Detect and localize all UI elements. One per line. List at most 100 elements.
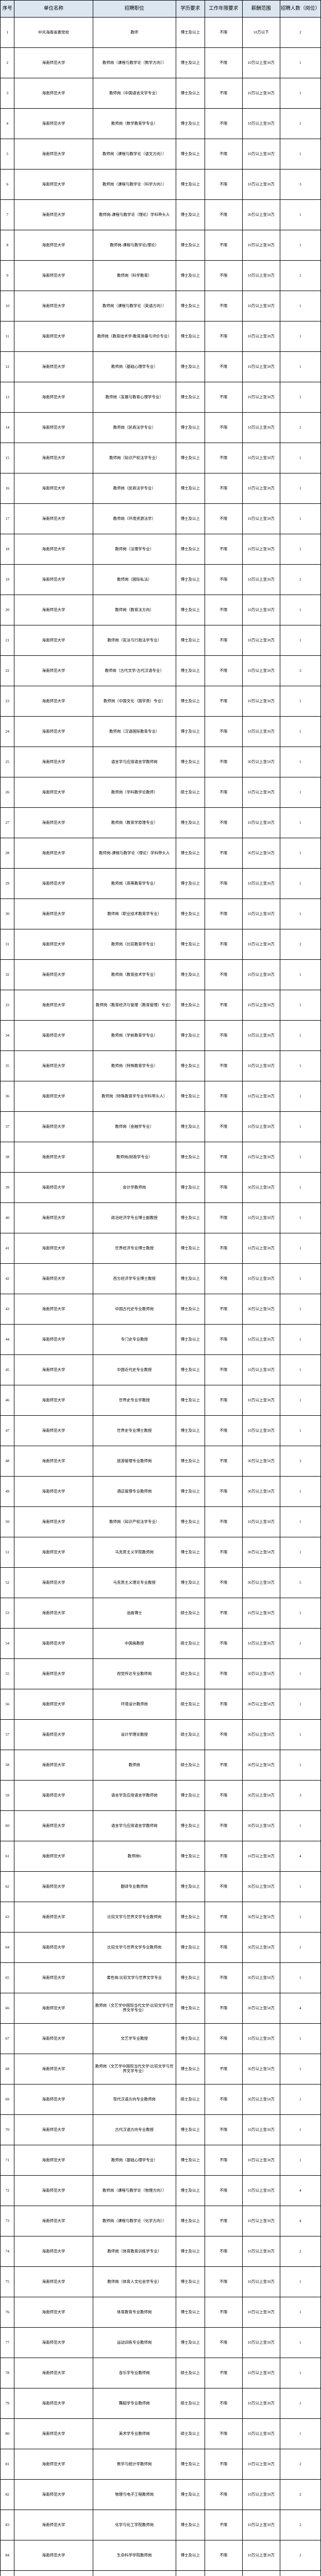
cell-unit: 海南师范大学 — [14, 230, 93, 261]
cell-education: 博士及以上 — [175, 1567, 205, 1598]
cell-unit: 海南师范大学 — [14, 625, 93, 656]
table-row: 79 海南师范大学 舞蹈学专业教师岗 硕士及以上 不限 10万以上至30万 1 — [0, 2388, 321, 2419]
cell-education: 博士及以上 — [175, 443, 205, 473]
cell-education: 博士及以上 — [175, 139, 205, 170]
cell-salary: 10万以上至30万 — [242, 1506, 280, 1537]
cell-experience: 不限 — [204, 655, 243, 686]
cell-headcount: 3 — [279, 655, 321, 686]
cell-experience: 不限 — [204, 443, 243, 473]
cell-experience: 不限 — [204, 2540, 243, 2571]
table-row: 58 海南师范大学 教师岗 硕士及以上 不限 30万以上至50万 1 — [0, 1750, 321, 1781]
table-row: 13 海南师范大学 教师岗（发展与教育心理学专业） 博士及以上 不限 10万以上至30万 1 — [0, 382, 321, 413]
cell-position: 教师岗（法理学专业） — [92, 534, 176, 565]
cell-education: 博士及以上 — [175, 291, 205, 321]
cell-salary: 30万以上至50万 — [242, 199, 280, 230]
cell-no: 56 — [0, 1689, 15, 1720]
cell-experience: 不限 — [204, 1871, 243, 1902]
cell-position: 教师岗(财政学专业） — [92, 1142, 176, 1173]
column-header-headcount: 招聘人数（岗位） — [279, 0, 321, 18]
cell-experience: 不限 — [204, 78, 243, 109]
cell-unit: 海南师范大学 — [14, 777, 93, 808]
cell-salary: 10万以上至30万 — [242, 1324, 280, 1355]
cell-no: 78 — [0, 2358, 15, 2388]
cell-no: 36 — [0, 1081, 15, 1112]
cell-experience: 不限 — [204, 1081, 243, 1112]
cell-unit: 海南师范大学 — [14, 1202, 93, 1233]
cell-position: 教师岗-课程与教学论（理论）学科带头人 — [92, 838, 176, 869]
cell-experience: 不限 — [204, 2479, 243, 2510]
cell-education: 硕士及以上 — [175, 1598, 205, 1629]
cell-no: 58 — [0, 1750, 15, 1781]
cell-experience: 不限 — [204, 899, 243, 929]
cell-no: 41 — [0, 1233, 15, 1264]
cell-position: 教师岗（课程与教学论（英语方向）） — [92, 291, 176, 321]
table-row: 44 海南师范大学 专门史专业教授 博士及以上 不限 10万以上至30万 1 — [0, 1324, 321, 1355]
cell-headcount: 1 — [279, 230, 321, 261]
cell-position: 教师岗-课程与教学论(理论） — [92, 230, 176, 261]
cell-position: 教师岗 — [92, 1750, 176, 1781]
cell-position: 教师岗（金融学专业） — [92, 1111, 176, 1142]
cell-no: 70 — [0, 2114, 15, 2145]
cell-salary: 10万以上至30万 — [242, 230, 280, 261]
cell-experience: 不限 — [204, 2510, 243, 2540]
cell-education: 硕士及以上 — [175, 2388, 205, 2419]
cell-education: 博士及以上 — [175, 959, 205, 990]
cell-headcount: 1 — [279, 1658, 321, 1689]
cell-education: 博士及以上 — [175, 1415, 205, 1446]
cell-salary: 10万以上至30万 — [242, 2297, 280, 2328]
cell-headcount: 1 — [279, 351, 321, 382]
cell-unit: 海南师范大学 — [14, 1020, 93, 1051]
cell-education: 博士及以上 — [175, 17, 205, 48]
cell-experience: 不限 — [204, 1172, 243, 1203]
table-row: 4 海南师范大学 教师岗（数学教育学专业） 博士及以上 不限 10万以上至30万 1 — [0, 108, 321, 139]
cell-salary: 10万以上至30万 — [242, 2449, 280, 2480]
cell-salary: 30万以上至50万 — [242, 1902, 280, 1933]
cell-unit: 海南师范大学 — [14, 1446, 93, 1477]
cell-headcount: 1 — [279, 2266, 321, 2297]
table-row: 24 海南师范大学 教师岗（汉语国际教育专业） 博士及以上 不限 10万以上至30万 1 — [0, 716, 321, 747]
cell-no: 13 — [0, 382, 15, 413]
cell-salary: 10万以上至30万 — [242, 807, 280, 838]
table-row: 68 海南师范大学 教师岗（文艺学中国现当代文学\比较文学与世界文学专业） 博士及以上… — [0, 2054, 321, 2084]
cell-education: 博士及以上 — [175, 2327, 205, 2358]
cell-salary: 10万以上至30万 — [242, 868, 280, 899]
cell-education: 博士及以上 — [175, 534, 205, 565]
cell-headcount: 1 — [279, 1962, 321, 1993]
cell-no: 63 — [0, 1902, 15, 1933]
cell-headcount: 1 — [279, 564, 321, 595]
cell-position: 专门史专业教授 — [92, 1324, 176, 1355]
table-row: 59 海南师范大学 语言学及应用语言学教师岗 博士及以上 不限 30万以上至50万 3 — [0, 1780, 321, 1811]
cell-headcount: 1 — [279, 1476, 321, 1507]
cell-unit: 海南师范大学 — [14, 1567, 93, 1598]
cell-education: 硕士及以上 — [175, 1719, 205, 1750]
cell-no: 52 — [0, 1567, 15, 1598]
cell-education: 博士及以上 — [175, 1172, 205, 1203]
table-row: 76 海南师范大学 体育教育专业教师岗 博士及以上 不限 10万以上至30万 1 — [0, 2297, 321, 2328]
cell-position: 世界史专业博士教授 — [92, 1415, 176, 1446]
cell-experience: 不限 — [204, 1446, 243, 1477]
table-row: 27 海南师范大学 教师岗（教育学原理专业） 博士及以上 不限 10万以上至30万 1 — [0, 807, 321, 838]
cell-unit: 海南师范大学 — [14, 2358, 93, 2388]
cell-unit: 海南师范大学 — [14, 443, 93, 473]
cell-unit: 海南师范大学 — [14, 2570, 93, 2576]
cell-salary: 10万以上至30万 — [242, 1385, 280, 1416]
cell-unit: 海南师范大学 — [14, 838, 93, 869]
cell-position: 教师岗（体育教育训练学专业） — [92, 2236, 176, 2267]
cell-no: 80 — [0, 2418, 15, 2449]
cell-headcount: 1 — [279, 473, 321, 504]
cell-no: 39 — [0, 1172, 15, 1203]
table-row: 85海南师范大学地理与环境科学教师岗博士及以上不限10万以上至30万2 — [0, 2570, 321, 2576]
cell-headcount: 1 — [279, 2023, 321, 2054]
cell-headcount: 2 — [279, 929, 321, 960]
cell-headcount: 1 — [279, 443, 321, 473]
cell-experience: 不限 — [204, 1628, 243, 1659]
cell-no: 69 — [0, 2084, 15, 2115]
cell-salary: 10万以上至30万 — [242, 2175, 280, 2206]
cell-headcount: 2 — [279, 2570, 321, 2576]
table-row: 70 海南师范大学 古代汉语方向专业教授 博士及以上 不限 10万以上至30万 1 — [0, 2114, 321, 2145]
table-row: 47 海南师范大学 世界史专业博士教授 博士及以上 不限 10万以上至30万 1 — [0, 1415, 321, 1446]
cell-no: 84 — [0, 2540, 15, 2571]
cell-education: 博士及以上 — [175, 2206, 205, 2236]
table-row: 48 海南师范大学 旅游管理专业教师岗 博士及以上 不限 30万以上至50万 3 — [0, 1446, 321, 1477]
cell-position: 教师岗（汉语国际教育专业） — [92, 716, 176, 747]
